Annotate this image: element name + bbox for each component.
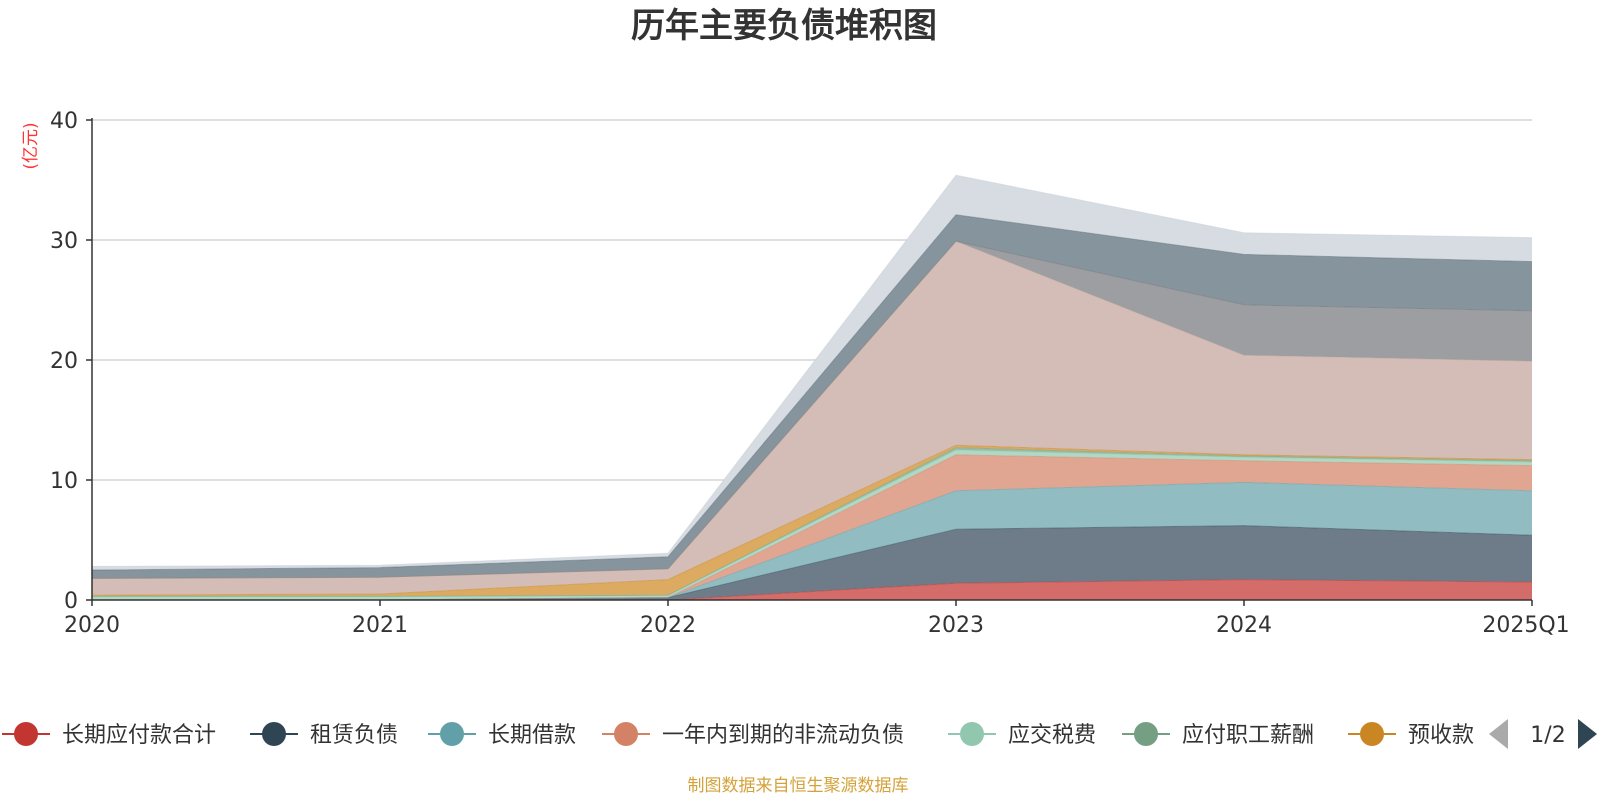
line-series-8 [91,240,1533,579]
line-series-5 [92,447,1533,597]
x-tick-label: 2022 [640,613,696,638]
legend-marker-icon [440,722,464,746]
y-axis-ticks: 0 10 20 30 40 [50,109,92,614]
area-series-9 [92,214,1532,579]
legend-page-indicator: 1/2 [1530,723,1565,748]
x-axis-ticks: 2020 2021 2022 2023 2024 2025Q1 [64,600,1570,638]
legend-item[interactable]: 长期应付款合计 [2,722,216,748]
x-tick-label: 2024 [1216,613,1272,638]
y-tick-label: 0 [64,589,78,614]
area-series-1 [92,525,1532,600]
y-tick-label: 30 [50,229,78,254]
line-series-7 [91,240,1533,579]
area-series-4 [92,450,1532,600]
legend-marker-icon [960,722,984,746]
area-series-8 [92,241,1532,579]
y-tick-label: 10 [50,469,78,494]
area-series-5 [92,447,1532,597]
series-lines [91,174,1533,601]
x-tick-label: 2023 [928,613,984,638]
legend-item[interactable]: 预收款 [1348,722,1474,748]
legend-item[interactable]: 应付职工薪酬 [1122,722,1314,748]
legend-item[interactable]: 应交税费 [948,722,1096,748]
legend-pager: 1/2 [1489,719,1597,749]
legend-marker-icon [262,722,286,746]
y-tick-label: 20 [50,349,78,374]
legend-label: 一年内到期的非流动负债 [662,723,904,748]
area-series-2 [92,482,1532,600]
legend-item[interactable]: 长期借款 [428,722,576,748]
legend-marker-icon [614,722,638,746]
area-series-3 [92,454,1532,600]
x-tick-label: 2020 [64,613,120,638]
legend-next-arrow-icon[interactable] [1578,719,1597,749]
legend-label: 长期借款 [488,723,576,748]
line-series-4 [92,449,1533,597]
legend-marker-icon [1134,722,1158,746]
legend-marker-icon [1360,722,1384,746]
area-series-7 [92,241,1532,596]
axes [91,118,1532,601]
legend-item[interactable]: 租赁负债 [250,722,398,748]
y-axis-unit-label: (亿元) [21,122,41,169]
legend-label: 应付职工薪酬 [1182,723,1314,748]
legend-marker-icon [14,722,38,746]
area-series-0 [92,579,1532,600]
area-series-6 [92,445,1532,597]
legend-label: 长期应付款合计 [62,723,216,748]
x-tick-label: 2021 [352,613,408,638]
legend-prev-arrow-icon[interactable] [1489,719,1508,749]
legend: 长期应付款合计 租赁负债 长期借款 一年内到期的非流动负债 应交税费 应付职工薪酬 预收款 [2,722,1474,748]
y-tick-label: 40 [50,109,78,134]
line-series-9 [91,214,1533,571]
x-tick-label: 2025Q1 [1482,613,1569,638]
legend-label: 租赁负债 [310,723,398,748]
stacked-areas [92,175,1532,600]
chart-title: 历年主要负债堆积图 [631,6,937,46]
line-series-6 [91,444,1533,596]
legend-item[interactable]: 一年内到期的非流动负债 [602,722,904,748]
line-series-10 [91,174,1533,567]
area-series-10 [92,175,1532,570]
legend-label: 应交税费 [1008,723,1096,748]
legend-label: 预收款 [1408,723,1474,748]
data-source-note: 制图数据来自恒生聚源数据库 [688,776,909,796]
